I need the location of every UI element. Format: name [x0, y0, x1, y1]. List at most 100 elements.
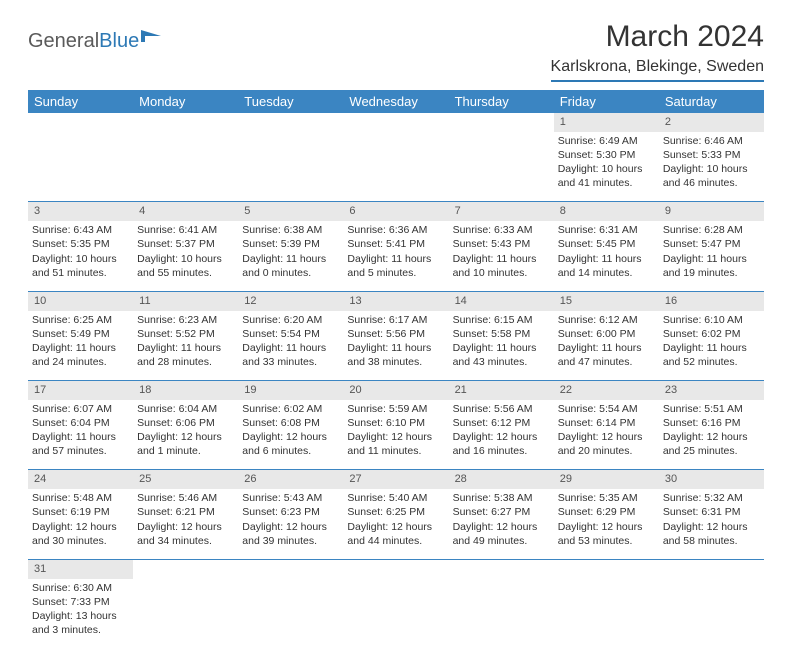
sunset-text: Sunset: 5:49 PM — [32, 327, 129, 341]
day-cell: Sunrise: 6:28 AMSunset: 5:47 PMDaylight:… — [659, 221, 764, 291]
daylight2-text: and 51 minutes. — [32, 266, 129, 280]
sunset-text: Sunset: 6:16 PM — [663, 416, 760, 430]
daylight2-text: and 6 minutes. — [242, 444, 339, 458]
day-number: 24 — [28, 470, 133, 489]
sunrise-text: Sunrise: 6:15 AM — [453, 313, 550, 327]
day-cell — [343, 579, 448, 649]
day-number: 28 — [449, 470, 554, 489]
day-header: Monday — [133, 90, 238, 113]
sunset-text: Sunset: 5:52 PM — [137, 327, 234, 341]
daylight2-text: and 20 minutes. — [558, 444, 655, 458]
location-label: Karlskrona, Blekinge, Sweden — [551, 58, 764, 82]
logo: GeneralBlue — [28, 28, 163, 55]
title-block: March 2024 Karlskrona, Blekinge, Sweden — [551, 20, 764, 82]
sunrise-text: Sunrise: 5:38 AM — [453, 491, 550, 505]
daylight2-text: and 5 minutes. — [347, 266, 444, 280]
daylight2-text: and 47 minutes. — [558, 355, 655, 369]
daylight2-text: and 43 minutes. — [453, 355, 550, 369]
day-cell: Sunrise: 5:43 AMSunset: 6:23 PMDaylight:… — [238, 489, 343, 559]
sunrise-text: Sunrise: 6:20 AM — [242, 313, 339, 327]
day-number-row: 24252627282930 — [28, 470, 764, 489]
day-number: 11 — [133, 291, 238, 310]
day-header: Thursday — [449, 90, 554, 113]
sunrise-text: Sunrise: 5:56 AM — [453, 402, 550, 416]
daylight2-text: and 55 minutes. — [137, 266, 234, 280]
day-number — [554, 559, 659, 578]
sunset-text: Sunset: 6:14 PM — [558, 416, 655, 430]
daylight1-text: Daylight: 11 hours — [32, 341, 129, 355]
sunrise-text: Sunrise: 6:43 AM — [32, 223, 129, 237]
sunset-text: Sunset: 5:41 PM — [347, 237, 444, 251]
daylight2-text: and 46 minutes. — [663, 176, 760, 190]
day-number: 7 — [449, 202, 554, 221]
daylight2-text: and 53 minutes. — [558, 534, 655, 548]
day-number: 2 — [659, 113, 764, 132]
day-number: 5 — [238, 202, 343, 221]
daylight1-text: Daylight: 10 hours — [32, 252, 129, 266]
daylight1-text: Daylight: 12 hours — [663, 430, 760, 444]
sunrise-text: Sunrise: 6:41 AM — [137, 223, 234, 237]
day-number — [343, 559, 448, 578]
day-cell: Sunrise: 5:35 AMSunset: 6:29 PMDaylight:… — [554, 489, 659, 559]
day-content-row: Sunrise: 6:49 AMSunset: 5:30 PMDaylight:… — [28, 132, 764, 202]
daylight2-text: and 1 minute. — [137, 444, 234, 458]
day-cell: Sunrise: 5:56 AMSunset: 6:12 PMDaylight:… — [449, 400, 554, 470]
day-cell: Sunrise: 6:31 AMSunset: 5:45 PMDaylight:… — [554, 221, 659, 291]
sunset-text: Sunset: 5:35 PM — [32, 237, 129, 251]
sunset-text: Sunset: 5:30 PM — [558, 148, 655, 162]
day-cell — [554, 579, 659, 649]
day-cell — [133, 579, 238, 649]
sunset-text: Sunset: 5:37 PM — [137, 237, 234, 251]
daylight1-text: Daylight: 11 hours — [558, 341, 655, 355]
day-number: 15 — [554, 291, 659, 310]
sunrise-text: Sunrise: 6:33 AM — [453, 223, 550, 237]
day-cell: Sunrise: 6:10 AMSunset: 6:02 PMDaylight:… — [659, 311, 764, 381]
day-number-row: 31 — [28, 559, 764, 578]
day-cell: Sunrise: 5:38 AMSunset: 6:27 PMDaylight:… — [449, 489, 554, 559]
daylight2-text: and 30 minutes. — [32, 534, 129, 548]
day-cell — [238, 132, 343, 202]
sunrise-text: Sunrise: 6:12 AM — [558, 313, 655, 327]
sunset-text: Sunset: 5:45 PM — [558, 237, 655, 251]
day-cell: Sunrise: 5:54 AMSunset: 6:14 PMDaylight:… — [554, 400, 659, 470]
day-cell: Sunrise: 5:59 AMSunset: 6:10 PMDaylight:… — [343, 400, 448, 470]
day-number: 10 — [28, 291, 133, 310]
day-number: 25 — [133, 470, 238, 489]
daylight1-text: Daylight: 11 hours — [347, 252, 444, 266]
sunset-text: Sunset: 5:58 PM — [453, 327, 550, 341]
day-number: 1 — [554, 113, 659, 132]
daylight2-text: and 11 minutes. — [347, 444, 444, 458]
daylight2-text: and 39 minutes. — [242, 534, 339, 548]
daylight1-text: Daylight: 11 hours — [453, 341, 550, 355]
day-header: Wednesday — [343, 90, 448, 113]
sunrise-text: Sunrise: 6:10 AM — [663, 313, 760, 327]
sunrise-text: Sunrise: 5:46 AM — [137, 491, 234, 505]
sunset-text: Sunset: 6:21 PM — [137, 505, 234, 519]
sunset-text: Sunset: 6:19 PM — [32, 505, 129, 519]
daylight1-text: Daylight: 11 hours — [558, 252, 655, 266]
sunrise-text: Sunrise: 5:51 AM — [663, 402, 760, 416]
calendar-table: Sunday Monday Tuesday Wednesday Thursday… — [28, 90, 764, 649]
sunset-text: Sunset: 6:06 PM — [137, 416, 234, 430]
day-cell: Sunrise: 6:41 AMSunset: 5:37 PMDaylight:… — [133, 221, 238, 291]
day-number: 23 — [659, 381, 764, 400]
day-cell: Sunrise: 6:36 AMSunset: 5:41 PMDaylight:… — [343, 221, 448, 291]
day-number: 30 — [659, 470, 764, 489]
sunrise-text: Sunrise: 6:36 AM — [347, 223, 444, 237]
day-cell: Sunrise: 5:40 AMSunset: 6:25 PMDaylight:… — [343, 489, 448, 559]
day-header: Tuesday — [238, 90, 343, 113]
sunrise-text: Sunrise: 5:35 AM — [558, 491, 655, 505]
daylight1-text: Daylight: 10 hours — [137, 252, 234, 266]
daylight1-text: Daylight: 10 hours — [663, 162, 760, 176]
day-number: 27 — [343, 470, 448, 489]
daylight2-text: and 38 minutes. — [347, 355, 444, 369]
day-cell: Sunrise: 6:25 AMSunset: 5:49 PMDaylight:… — [28, 311, 133, 381]
day-number — [449, 559, 554, 578]
day-number — [28, 113, 133, 132]
sunrise-text: Sunrise: 6:25 AM — [32, 313, 129, 327]
day-cell: Sunrise: 5:48 AMSunset: 6:19 PMDaylight:… — [28, 489, 133, 559]
daylight1-text: Daylight: 12 hours — [663, 520, 760, 534]
daylight1-text: Daylight: 12 hours — [137, 430, 234, 444]
sunrise-text: Sunrise: 5:59 AM — [347, 402, 444, 416]
sunrise-text: Sunrise: 6:31 AM — [558, 223, 655, 237]
